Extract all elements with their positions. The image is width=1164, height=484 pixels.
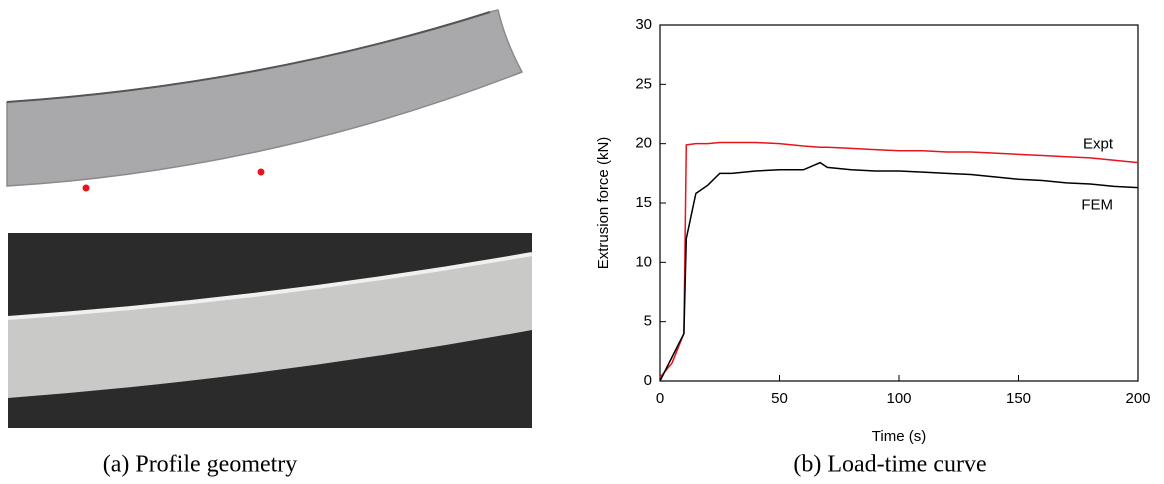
strip (8, 254, 532, 398)
profile-edge (6, 11, 491, 103)
plot-frame (659, 24, 1139, 382)
caption: (a) Profile geometry (103, 452, 298, 478)
y-tick-label: 30 (635, 16, 652, 33)
series-line (659, 141, 1139, 378)
strip-edge (7, 252, 533, 320)
profile-photo (7, 233, 533, 428)
y-tick-label: 20 (635, 135, 652, 152)
x-tick-label: 100 (886, 390, 911, 407)
profile-band (6, 9, 524, 187)
series-label: Expt (1083, 136, 1114, 153)
x-tick-label: 200 (1125, 390, 1150, 407)
y-axis-label: Extrusion force (kN) (595, 137, 612, 270)
x-axis-label: Time (s) (872, 428, 926, 445)
y-tick-label: 0 (644, 372, 652, 389)
caption: (b) Load-time curve (793, 452, 986, 478)
marker (82, 184, 90, 192)
x-tick-label: 50 (771, 390, 788, 407)
profile-model (6, 9, 524, 192)
x-tick-label: 0 (656, 390, 664, 407)
series-line (659, 161, 1139, 382)
y-tick-label: 5 (644, 313, 652, 330)
y-tick-label: 15 (635, 194, 652, 211)
x-tick-label: 150 (1006, 390, 1031, 407)
marker (257, 168, 265, 176)
y-tick-label: 25 (635, 75, 652, 92)
y-tick-label: 10 (635, 253, 652, 270)
series-label: FEM (1081, 197, 1113, 214)
